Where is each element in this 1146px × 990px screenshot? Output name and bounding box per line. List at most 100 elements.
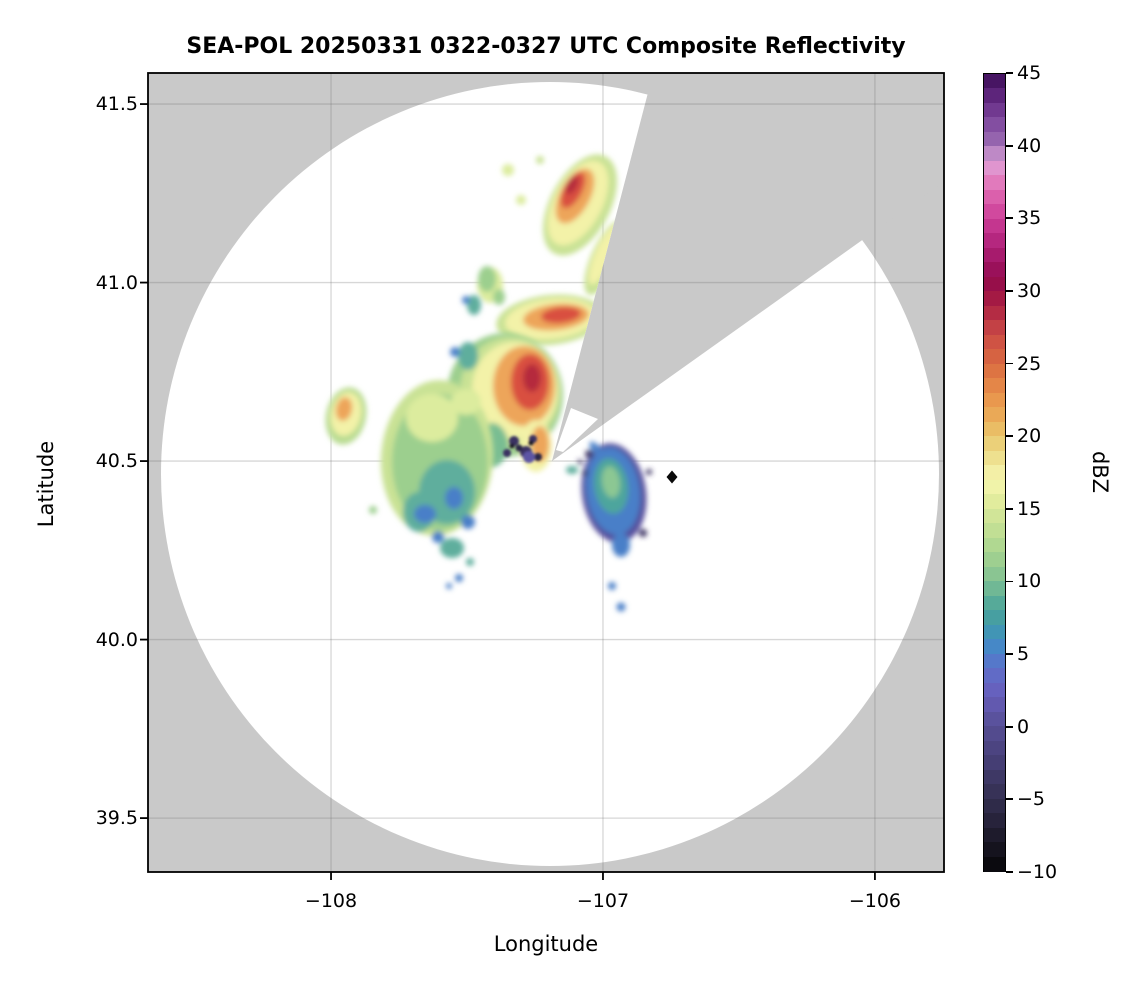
echo-orange-band-upper [462, 294, 604, 346]
colorbar-band [984, 320, 1005, 336]
colorbar-tick-label: 15 [1017, 497, 1042, 520]
colorbar-band [984, 421, 1005, 438]
axis-ticks [140, 103, 876, 880]
y-tick-label: 41.5 [95, 93, 138, 116]
colorbar-tick [1006, 435, 1013, 438]
echo-west-small-cell [325, 387, 367, 445]
colorbar-tick [1006, 871, 1013, 873]
colorbar-band [984, 639, 1005, 655]
colorbar-band [984, 175, 1005, 191]
colorbar-band [984, 769, 1005, 785]
colorbar-tick-label: 40 [1017, 134, 1042, 157]
colorbar-tick-label: 35 [1017, 207, 1042, 230]
colorbar-tick [1006, 290, 1013, 292]
colorbar-band [984, 784, 1005, 800]
colorbar-tick [1006, 362, 1013, 365]
blocked-sector-wedge [552, 85, 944, 461]
y-tick-label: 40.5 [95, 450, 138, 473]
colorbar-band [984, 102, 1005, 119]
colorbar-band [984, 537, 1005, 554]
colorbar-label: dBZ [1088, 450, 1112, 494]
colorbar-band [984, 494, 1005, 510]
colorbar-band [984, 856, 1005, 872]
site-diamond-marker [666, 470, 678, 484]
colorbar-band [984, 479, 1005, 496]
colorbar-band [984, 218, 1005, 235]
colorbar-tick-label: 10 [1017, 570, 1042, 593]
colorbar-band [984, 726, 1005, 742]
colorbar-band [984, 711, 1005, 728]
y-tick-label: 40.0 [95, 628, 138, 651]
colorbar-tick-label: 30 [1017, 279, 1042, 302]
colorbar-band [984, 842, 1005, 858]
colorbar-band [984, 204, 1005, 220]
colorbar-band [984, 523, 1005, 539]
plot-border [147, 72, 945, 873]
colorbar-tick [1006, 653, 1013, 655]
colorbar-band [984, 88, 1005, 104]
y-tick-label: 39.5 [95, 807, 138, 830]
colorbar-band [984, 349, 1005, 365]
colorbar-band [984, 552, 1005, 568]
x-tick-label: −106 [848, 890, 902, 912]
colorbar-band [984, 798, 1005, 814]
echo-small-green-patch-north [477, 266, 505, 305]
colorbar-band [984, 508, 1005, 525]
colorbar-band [984, 276, 1005, 293]
echo-weak-dark-cluster-near-radar [503, 435, 542, 463]
colorbar-band [984, 160, 1005, 177]
colorbar-band [984, 668, 1005, 684]
echo-east-blue-stratiform-blob [566, 441, 652, 612]
colorbar-band [984, 653, 1005, 670]
colorbar-band [984, 697, 1005, 713]
colorbar-tick [1006, 580, 1013, 583]
colorbar-band [984, 682, 1005, 699]
colorbar-band [984, 247, 1005, 264]
colorbar-band [984, 363, 1005, 380]
colorbar-tick [1006, 72, 1013, 74]
colorbar-band [984, 146, 1005, 162]
colorbar-tick-label: 20 [1017, 425, 1042, 448]
colorbar-band [984, 305, 1005, 322]
colorbar-band [984, 450, 1005, 467]
x-axis-label: Longitude [493, 932, 599, 956]
colorbar-band [984, 392, 1005, 409]
colorbar-tick [1006, 798, 1013, 801]
colorbar-band [984, 334, 1005, 351]
colorbar-band [984, 436, 1005, 452]
clear-notch-near-radar [556, 408, 598, 452]
colorbar-band [984, 291, 1005, 307]
colorbar-band [984, 595, 1005, 612]
x-tick-label: −107 [576, 890, 630, 912]
colorbar-band [984, 827, 1005, 843]
colorbar-band [984, 189, 1005, 206]
colorbar-band [984, 131, 1005, 148]
colorbar-band [984, 610, 1005, 626]
page-title: SEA-POL 20250331 0322-0327 UTC Composite… [186, 34, 906, 59]
colorbar-band [984, 624, 1005, 641]
colorbar-tick-label: −10 [1017, 861, 1058, 883]
colorbar [983, 73, 1006, 872]
y-axis-label: Latitude [34, 440, 58, 528]
colorbar-tick-label: 5 [1017, 643, 1030, 666]
colorbar-tick [1006, 507, 1013, 510]
colorbar-tick-label: 25 [1017, 352, 1042, 375]
colorbar-tick [1006, 144, 1013, 147]
x-tick-label: −108 [304, 890, 358, 912]
colorbar-tick-label: 45 [1017, 62, 1042, 84]
colorbar-band [984, 378, 1005, 394]
colorbar-band [984, 262, 1005, 278]
colorbar-band [984, 813, 1005, 829]
colorbar-band [984, 233, 1005, 249]
colorbar-band [984, 74, 1005, 90]
colorbar-band [984, 465, 1005, 481]
colorbar-band [984, 755, 1005, 771]
echo-stratiform-green-mass [369, 380, 494, 589]
colorbar-band [984, 117, 1005, 133]
colorbar-band [984, 566, 1005, 583]
colorbar-tick-label: 0 [1017, 715, 1030, 738]
colorbar-band [984, 581, 1005, 597]
y-tick-label: 41.0 [95, 271, 138, 294]
